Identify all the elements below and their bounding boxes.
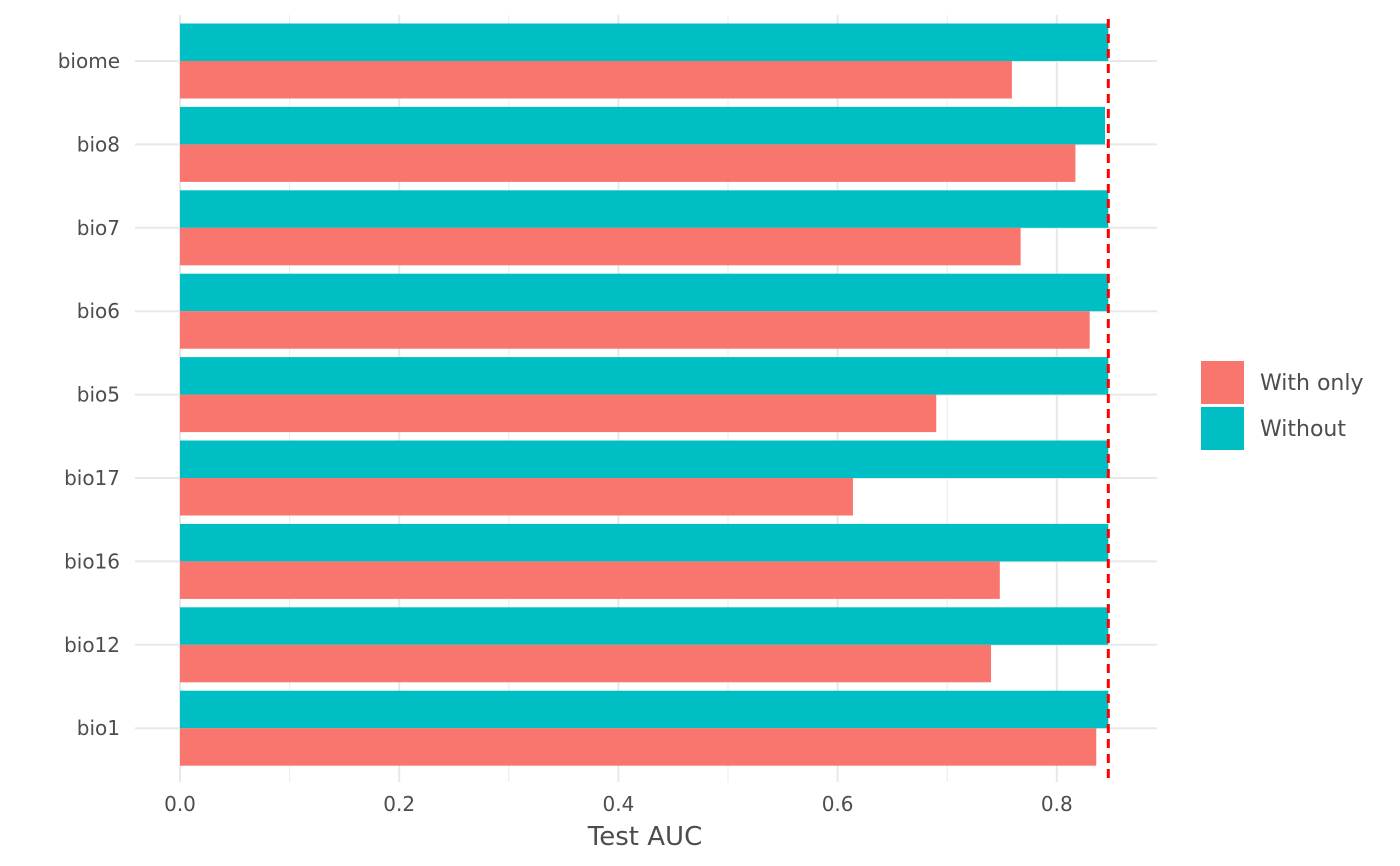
x-tick-label: 0.8 xyxy=(1041,792,1073,816)
bar-with-only-biome xyxy=(180,61,1012,99)
bar-without-bio7 xyxy=(180,190,1109,228)
bar-with-only-bio1 xyxy=(180,728,1097,766)
y-axis-tick-labels: bio1 bio12 bio16 bio17 bio5 bio6 bio7 bio8 biome xyxy=(58,49,120,740)
bar-without-bio6 xyxy=(180,273,1109,312)
bar-with-only-bio7 xyxy=(180,227,1021,266)
bar-without-bio16 xyxy=(180,523,1109,562)
bar-with-only-bio5 xyxy=(180,394,937,433)
bar-with-only-bio8 xyxy=(180,144,1076,182)
legend: With only Without xyxy=(1201,361,1363,450)
bar-with-only-bio16 xyxy=(180,561,1000,599)
y-tick-label: bio16 xyxy=(64,549,120,573)
bar-without-bio17 xyxy=(180,440,1109,478)
bar-without-biome xyxy=(180,23,1109,61)
bar-with-only-bio17 xyxy=(180,478,853,516)
x-tick-label: 0.0 xyxy=(164,792,196,816)
y-tick-label: bio12 xyxy=(64,633,120,657)
y-tick-label: biome xyxy=(58,49,120,73)
x-tick-label: 0.2 xyxy=(383,792,415,816)
y-tick-label: bio8 xyxy=(77,132,120,156)
bar-without-bio8 xyxy=(180,106,1106,145)
bar-with-only-bio6 xyxy=(180,311,1090,349)
y-tick-label: bio1 xyxy=(77,716,120,740)
x-axis-tick-labels: 0.0 0.2 0.4 0.6 0.8 xyxy=(164,792,1073,816)
bar-with-only-bio12 xyxy=(180,644,992,683)
y-tick-label: bio5 xyxy=(77,383,120,407)
bar-without-bio12 xyxy=(180,607,1109,645)
y-tick-label: bio6 xyxy=(77,299,120,323)
x-tick-label: 0.4 xyxy=(602,792,634,816)
y-tick-label: bio7 xyxy=(77,216,120,240)
y-tick-label: bio17 xyxy=(64,466,120,490)
legend-swatch-with-only xyxy=(1201,361,1244,404)
bar-without-bio5 xyxy=(180,357,1109,395)
legend-swatch-without xyxy=(1201,407,1244,450)
legend-label: With only xyxy=(1260,371,1363,396)
x-axis-title: Test AUC xyxy=(587,822,702,852)
bar-without-bio1 xyxy=(180,690,1109,729)
x-tick-label: 0.6 xyxy=(822,792,854,816)
legend-label: Without xyxy=(1260,417,1346,442)
bars xyxy=(180,23,1109,766)
